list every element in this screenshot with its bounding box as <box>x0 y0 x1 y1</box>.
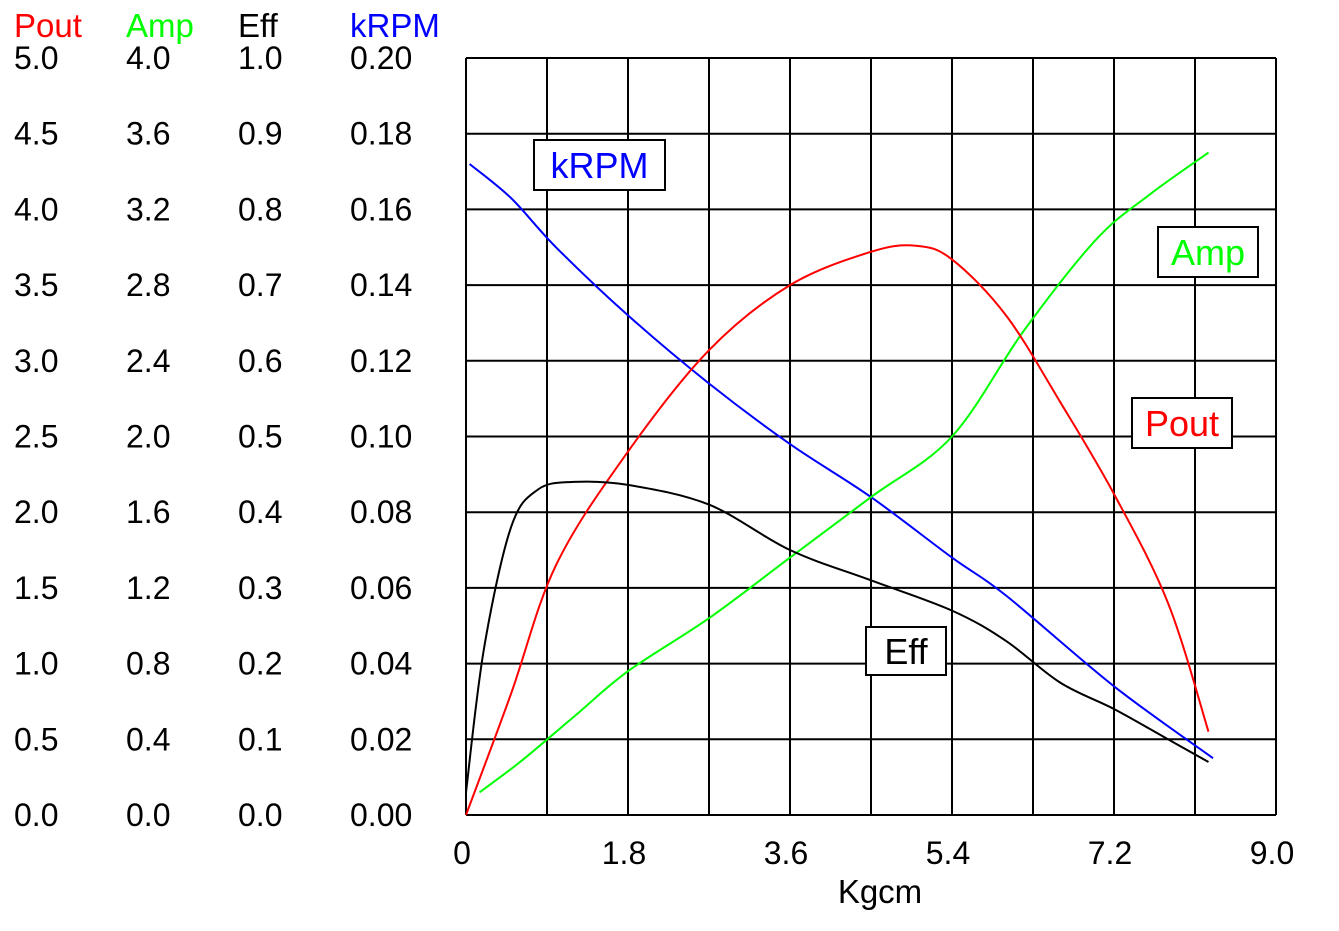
y-tick-eff: 0.3 <box>238 570 282 606</box>
x-tick: 0 <box>453 835 471 871</box>
callout-krpm: kRPM <box>533 139 666 191</box>
y-tick-eff: 0.0 <box>238 797 282 833</box>
callout-label: Pout <box>1145 403 1219 444</box>
y-tick-pout: 1.0 <box>14 646 58 682</box>
y-tick-eff: 0.4 <box>238 494 282 530</box>
y-tick-eff: 0.6 <box>238 343 282 379</box>
callout-amp: Amp <box>1157 226 1259 278</box>
y-tick-krpm: 0.04 <box>350 646 412 682</box>
plot-grid <box>465 57 1277 816</box>
y-tick-amp: 1.2 <box>126 570 170 606</box>
axis-header-krpm: kRPM <box>350 7 440 44</box>
y-tick-krpm: 0.08 <box>350 494 412 530</box>
axis-header-eff: Eff <box>238 7 279 44</box>
axis-labels: Pout5.04.54.03.53.02.52.01.51.00.50.0Amp… <box>14 7 1294 871</box>
y-tick-pout: 0.0 <box>14 797 58 833</box>
series-line-pout <box>465 244 1210 816</box>
x-tick: 3.6 <box>764 835 808 871</box>
y-tick-amp: 1.6 <box>126 494 170 530</box>
y-tick-amp: 0.8 <box>126 646 170 682</box>
y-tick-eff: 0.9 <box>238 116 282 152</box>
y-tick-pout: 3.5 <box>14 267 58 303</box>
y-tick-pout: 3.0 <box>14 343 58 379</box>
y-tick-pout: 4.5 <box>14 116 58 152</box>
callout-pout: Pout <box>1131 397 1233 449</box>
callout-eff: Eff <box>865 626 947 676</box>
y-tick-eff: 0.7 <box>238 267 282 303</box>
y-tick-pout: 0.5 <box>14 721 58 757</box>
callout-label: Amp <box>1171 232 1245 273</box>
y-tick-eff: 1.0 <box>238 40 282 76</box>
y-tick-amp: 0.4 <box>126 721 170 757</box>
y-tick-eff: 0.1 <box>238 721 282 757</box>
axis-header-amp: Amp <box>126 7 194 44</box>
y-tick-amp: 3.2 <box>126 191 170 227</box>
y-tick-krpm: 0.14 <box>350 267 412 303</box>
x-tick: 1.8 <box>602 835 646 871</box>
y-tick-krpm: 0.00 <box>350 797 412 833</box>
y-tick-krpm: 0.18 <box>350 116 412 152</box>
x-axis-label: Kgcm <box>838 873 922 910</box>
callout-label: kRPM <box>551 145 649 186</box>
y-tick-pout: 2.0 <box>14 494 58 530</box>
y-tick-krpm: 0.20 <box>350 40 412 76</box>
x-tick: 9.0 <box>1250 835 1294 871</box>
y-tick-pout: 4.0 <box>14 191 58 227</box>
y-tick-amp: 3.6 <box>126 116 170 152</box>
axis-header-pout: Pout <box>14 7 82 44</box>
series-layer <box>465 151 1214 816</box>
y-tick-pout: 1.5 <box>14 570 58 606</box>
y-tick-amp: 2.4 <box>126 343 170 379</box>
y-tick-amp: 4.0 <box>126 40 170 76</box>
x-tick: 7.2 <box>1088 835 1132 871</box>
series-line-eff <box>465 480 1209 793</box>
y-tick-krpm: 0.06 <box>350 570 412 606</box>
series-line-amp <box>478 151 1210 794</box>
y-tick-krpm: 0.16 <box>350 191 412 227</box>
y-tick-krpm: 0.12 <box>350 343 412 379</box>
series-line-krpm <box>468 163 1214 760</box>
callout-label: Eff <box>884 631 928 672</box>
y-tick-amp: 2.8 <box>126 267 170 303</box>
y-tick-eff: 0.5 <box>238 419 282 455</box>
y-tick-amp: 2.0 <box>126 419 170 455</box>
y-tick-krpm: 0.02 <box>350 721 412 757</box>
y-tick-eff: 0.2 <box>238 646 282 682</box>
y-tick-eff: 0.8 <box>238 191 282 227</box>
y-tick-krpm: 0.10 <box>350 419 412 455</box>
callout-layer: kRPM Amp Pout Eff <box>533 139 1259 676</box>
y-tick-amp: 0.0 <box>126 797 170 833</box>
x-tick: 5.4 <box>926 835 970 871</box>
y-tick-pout: 5.0 <box>14 40 58 76</box>
y-tick-pout: 2.5 <box>14 419 58 455</box>
